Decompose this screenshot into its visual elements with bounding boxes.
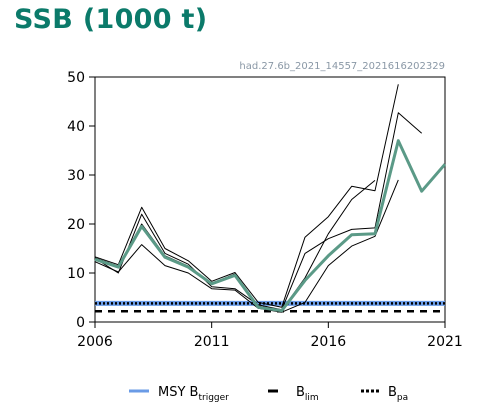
plot-frame <box>94 76 446 323</box>
y-tick-label: 40 <box>67 119 85 135</box>
x-tick-label: 2011 <box>194 334 230 350</box>
x-tick-label: 2006 <box>77 334 113 350</box>
ssb-lower-line <box>94 179 399 313</box>
y-tick-label: 30 <box>67 168 85 184</box>
legend-sub-msy_btrigger: trigger <box>198 393 229 403</box>
legend-label-blim: Blim <box>296 385 319 403</box>
legend-label-bpa: Bpa <box>388 385 408 403</box>
y-tick-label: 20 <box>67 217 85 233</box>
ssb-estimate-line <box>94 139 447 313</box>
x-tick-label: 2021 <box>427 334 463 350</box>
chart-title: SSB (1000 t) <box>14 4 208 35</box>
chart-subtitle: had.27.6b_2021_14557_2021616202329 <box>239 61 445 72</box>
legend-sub-bpa: pa <box>397 393 408 403</box>
y-tick-label: 50 <box>67 70 85 86</box>
legend-sub-blim: lim <box>305 393 319 403</box>
y-tick-label: 10 <box>67 266 85 282</box>
x-tick-label: 2016 <box>311 334 347 350</box>
legend-label-msy_btrigger: MSY Btrigger <box>158 385 229 403</box>
y-tick-label: 0 <box>76 315 85 331</box>
ssb-upper-line <box>94 84 399 308</box>
